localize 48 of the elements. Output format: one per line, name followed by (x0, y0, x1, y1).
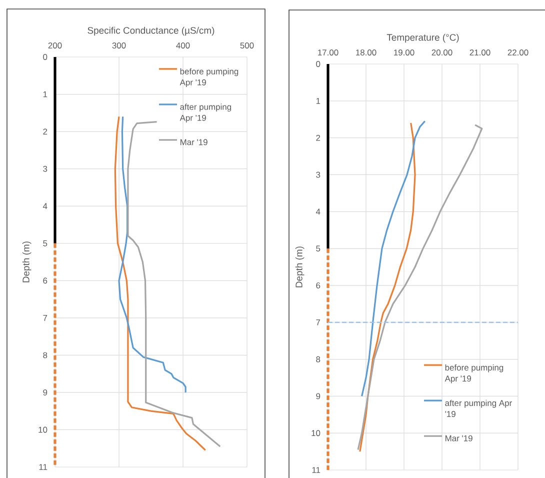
y-tick-label: 6 (43, 278, 48, 284)
y-tick-label: 0 (43, 54, 48, 60)
y-tick-label: 11 (312, 467, 320, 473)
y-tick-label: 1 (43, 91, 48, 98)
y-tick-label: 7 (43, 315, 48, 321)
x-tick-label: 300 (112, 42, 126, 48)
x-tick-label: 22.00 (508, 49, 528, 56)
y-tick-label: 2 (316, 134, 320, 141)
x-axis-title: Specific Conductance (µS/cm) (88, 26, 214, 36)
legend-label: before pumping Apr '19 (444, 364, 504, 384)
line-series (359, 122, 416, 452)
y-tick-label: 8 (43, 352, 48, 358)
y-tick-label: 6 (316, 282, 320, 288)
x-tick-label: 18.00 (356, 49, 376, 56)
x-axis-title: Temperature (°C) (386, 34, 459, 43)
legend-label: before pumping Apr '19 (180, 68, 238, 88)
y-tick-label: 11 (39, 464, 48, 470)
legend-label: after pumping Apr '19 (445, 400, 512, 418)
y-tick-label: 2 (43, 128, 48, 135)
y-tick-label: 1 (316, 98, 320, 104)
x-tick-label: 500 (240, 42, 254, 48)
line-series (361, 120, 426, 397)
y-tick-label: 9 (43, 389, 48, 396)
line-series (127, 121, 221, 448)
line-series (114, 116, 206, 452)
y-tick-label: 3 (316, 172, 320, 178)
x-tick-label: 19.00 (394, 49, 414, 56)
x-tick-label: 400 (176, 42, 190, 48)
y-tick-label: 4 (42, 203, 48, 210)
y-tick-label: 10 (312, 430, 320, 436)
y-axis-title: Depth (m) (295, 246, 304, 288)
x-tick-label: 20.00 (432, 49, 452, 56)
y-axis-title: Depth (m) (22, 242, 32, 282)
y-tick-label: 3 (43, 166, 48, 172)
x-tick-label: 21.00 (470, 49, 490, 56)
y-tick-label: 5 (43, 240, 48, 246)
x-tick-label: 17.00 (318, 49, 338, 56)
legend-label: Mar '19 (446, 435, 472, 442)
legend-label: after pumping Apr '19 (180, 104, 232, 123)
x-tick-label: 200 (48, 42, 62, 48)
y-tick-label: 10 (38, 426, 48, 433)
y-tick-label: 9 (316, 393, 320, 400)
y-tick-label: 5 (316, 246, 320, 252)
y-tick-label: 0 (316, 61, 320, 67)
legend-label: Mar '19 (180, 139, 208, 146)
y-tick-label: 7 (316, 319, 320, 326)
y-tick-label: 4 (316, 208, 320, 215)
y-tick-label: 8 (316, 356, 320, 362)
